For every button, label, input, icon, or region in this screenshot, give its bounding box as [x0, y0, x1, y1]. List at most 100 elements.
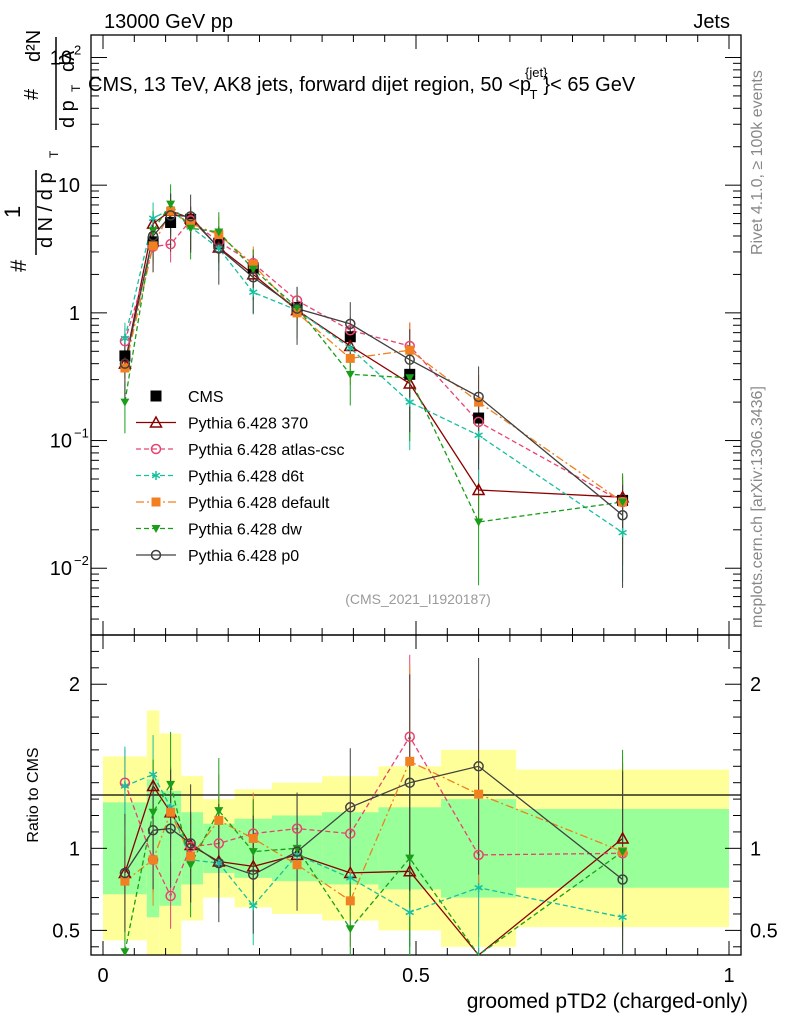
marker — [185, 841, 196, 852]
marker — [183, 837, 198, 851]
marker — [214, 815, 224, 825]
axis-ticks — [91, 35, 741, 955]
marker — [120, 398, 130, 407]
svg-text:T: T — [69, 84, 83, 92]
marker — [185, 838, 196, 849]
y-tick-exponent: −1 — [74, 426, 89, 441]
marker — [345, 343, 355, 353]
star-stroke — [618, 914, 627, 921]
mcplots-label: mcplots.cern.ch [arXiv:1306.3436] — [749, 386, 766, 628]
marker — [292, 304, 302, 313]
star-stroke — [474, 884, 483, 891]
star-stroke — [120, 783, 130, 789]
marker — [345, 925, 355, 934]
ratio-axis-label: Ratio to CMS — [25, 747, 42, 842]
svg-text:#: # — [6, 259, 31, 272]
x-tick-label: 0 — [97, 965, 108, 987]
marker — [291, 303, 303, 314]
marker — [148, 241, 158, 251]
marker — [474, 430, 483, 440]
marker — [166, 780, 176, 789]
y-tick-label: 1 — [69, 303, 80, 325]
y-axis-label: # 1 d N / d p T # d²N d p T dλ — [0, 30, 83, 272]
marker — [291, 846, 303, 857]
marker — [119, 350, 131, 362]
marker — [120, 948, 130, 957]
star-stroke — [148, 215, 158, 222]
header-left: 13000 GeV pp — [104, 11, 233, 33]
star-stroke — [248, 289, 258, 296]
ratio-tick-label-left: 2 — [69, 674, 80, 696]
marker — [248, 265, 258, 274]
marker — [473, 849, 484, 861]
ratio-line — [124, 773, 623, 918]
marker — [120, 333, 130, 343]
svg-text:d²N: d²N — [23, 30, 45, 62]
marker — [248, 259, 258, 269]
marker — [473, 391, 484, 403]
marker — [186, 852, 196, 862]
marker — [405, 854, 415, 863]
marker — [166, 200, 176, 209]
star-stroke — [151, 472, 161, 479]
marker — [474, 518, 484, 527]
marker — [345, 873, 355, 883]
x-axis-label: groomed pTD2 (charged-only) — [467, 990, 748, 1013]
legend-entry: Pythia 6.428 default — [136, 495, 330, 512]
marker — [214, 858, 224, 868]
marker — [150, 443, 162, 455]
marker — [166, 807, 176, 817]
series-lines — [124, 203, 624, 956]
legend-label: Pythia 6.428 atlas-csc — [188, 442, 345, 459]
marker — [213, 857, 225, 869]
marker — [404, 731, 415, 742]
legend-label: CMS — [188, 389, 224, 406]
marker — [345, 802, 356, 813]
marker — [151, 525, 161, 533]
svg-text:d p: d p — [57, 100, 79, 128]
ratio-tick-label-right: 1 — [750, 838, 761, 860]
marker — [618, 912, 627, 922]
marker — [345, 828, 356, 839]
marker — [165, 210, 176, 221]
legend-label: Pythia 6.428 default — [188, 495, 330, 512]
y-tick-label: 10 — [58, 175, 80, 197]
marker — [146, 778, 160, 792]
marker — [214, 228, 224, 237]
marker — [345, 353, 355, 363]
legend-entry: Pythia 6.428 p0 — [136, 548, 299, 565]
marker — [148, 808, 158, 817]
marker — [247, 869, 259, 880]
marker — [147, 825, 159, 836]
marker — [248, 287, 258, 297]
marker — [405, 345, 415, 355]
marker — [345, 325, 356, 336]
legend-entry: Pythia 6.428 d6t — [136, 469, 304, 486]
marker — [474, 397, 484, 407]
svg-text:1: 1 — [0, 206, 25, 218]
y-tick-exponent: 2 — [74, 42, 81, 57]
legend-entry: Pythia 6.428 atlas-csc — [136, 442, 345, 459]
x-tick-label: 0.5 — [402, 965, 430, 987]
star-stroke — [618, 529, 627, 536]
marker — [618, 498, 628, 507]
marker — [615, 831, 630, 844]
marker — [120, 876, 130, 886]
header-right: Jets — [693, 11, 730, 33]
star-stroke — [345, 345, 355, 351]
marker — [165, 890, 176, 902]
svg-text:d N / d p: d N / d p — [35, 172, 57, 248]
marker — [213, 243, 225, 254]
marker — [617, 874, 628, 885]
ratio-line — [124, 735, 623, 898]
ratio-tick-label-right: 2 — [750, 674, 761, 696]
marker — [345, 370, 355, 379]
marker — [214, 807, 224, 816]
marker — [214, 243, 224, 253]
marker — [473, 761, 484, 772]
legend-entry: CMS — [150, 389, 224, 406]
ratio-tick-label-left: 1 — [69, 838, 80, 860]
marker — [151, 471, 161, 480]
